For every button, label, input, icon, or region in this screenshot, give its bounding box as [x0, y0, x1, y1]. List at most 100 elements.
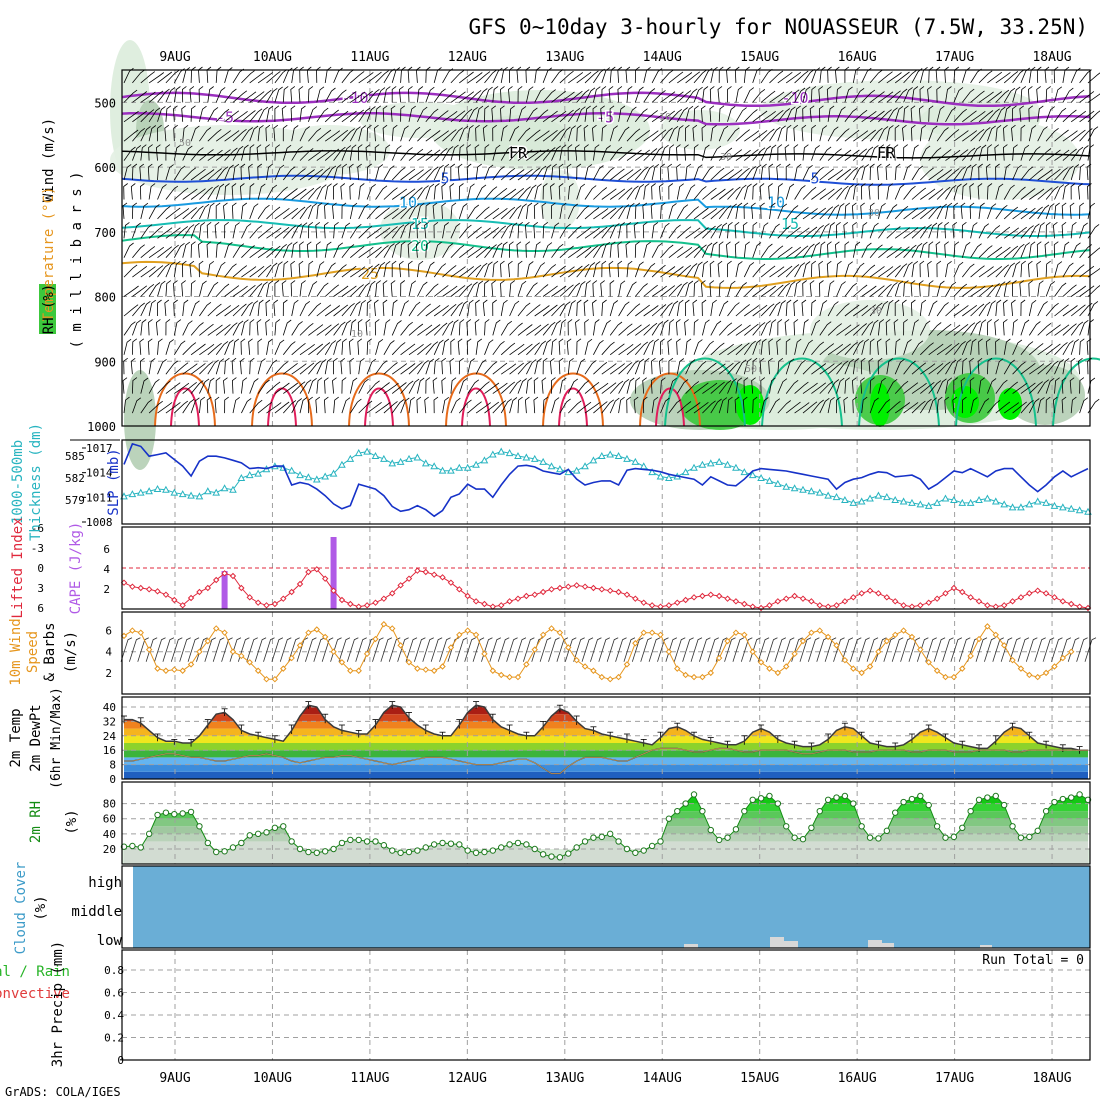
wind-barb: [970, 222, 978, 239]
isotherm-35: [655, 387, 685, 427]
wind-barb: [635, 304, 650, 317]
wind-barb: [224, 241, 233, 258]
x-tick-label-bottom: 13AUG: [545, 1071, 584, 1086]
wind-barb: [165, 164, 174, 181]
lifted-index-marker: [732, 598, 740, 605]
lifted-index-marker: [439, 574, 446, 581]
wind-barb: [1044, 241, 1050, 258]
wind-barb: [182, 188, 198, 200]
wind-barb: [734, 241, 740, 258]
wind-barb: [584, 87, 596, 103]
lifted-index-marker: [355, 603, 362, 610]
lifted-index-marker: [1068, 600, 1075, 608]
thickness-marker: [162, 485, 170, 493]
wind-barb: [962, 322, 976, 336]
wind-barb: [1020, 382, 1036, 394]
x-tick-label-bottom: 16AUG: [838, 1071, 877, 1086]
wind-barb: [811, 382, 827, 394]
wind-barb: [760, 397, 769, 414]
wind-barb: [517, 343, 533, 356]
wind-barb: [450, 338, 456, 355]
wind-barb: [450, 223, 461, 239]
wind-barb: [827, 323, 842, 336]
wind-barb: [718, 169, 734, 181]
wind-barb: [558, 357, 564, 375]
wind-barb: [1062, 109, 1077, 123]
wind-barb: [995, 246, 1011, 259]
wind-barb: [198, 260, 204, 278]
wind-barb: [207, 342, 222, 356]
wind-barb: [274, 261, 283, 278]
wind-barb: [391, 188, 408, 200]
wind-barb: [189, 86, 195, 103]
wind-barb: [785, 106, 796, 122]
wind-barb: [617, 66, 623, 83]
wind-barb: [1054, 167, 1068, 181]
wind-barb: [777, 378, 788, 394]
rh-shading: [360, 102, 480, 138]
wind-barb: [878, 319, 885, 336]
wind-barb: [366, 299, 372, 317]
wind-barb: [785, 281, 796, 297]
wind-barb: [157, 246, 173, 259]
thickness-tick-label: 585: [65, 450, 85, 463]
wind-barb: [291, 223, 303, 239]
wind-barb: [165, 360, 179, 375]
wind10m-barb: [774, 637, 787, 662]
wind-barb: [383, 187, 398, 200]
wind-barb: [157, 263, 170, 278]
wind-barb: [299, 397, 308, 414]
wind-barb: [1054, 107, 1067, 123]
wind-barb: [927, 260, 932, 278]
wind-barb: [819, 168, 835, 181]
wind-barb: [358, 90, 373, 103]
wind-barb: [936, 378, 947, 394]
wind-barb: [650, 377, 656, 394]
wind-barb: [676, 183, 684, 200]
wind-barb: [459, 91, 475, 103]
wind-barb: [601, 299, 607, 317]
wind-barb: [827, 169, 844, 181]
wind-barb: [542, 164, 552, 181]
wind-barb: [777, 108, 791, 123]
wind-barb: [777, 144, 783, 161]
rh2m-marker: [422, 844, 429, 851]
wind-barb: [1012, 401, 1027, 414]
wind-barb: [844, 86, 853, 103]
wind-barb: [266, 206, 281, 220]
wind-barb: [609, 146, 623, 161]
wind-barb: [953, 261, 964, 278]
wind-barb: [634, 341, 649, 356]
wind10m-speed-marker: [347, 667, 354, 674]
wind-barb: [132, 222, 141, 239]
wind-barb: [717, 86, 723, 103]
wind-barb: [190, 66, 196, 83]
wind-barb: [466, 338, 472, 355]
rh2m-marker: [213, 848, 220, 856]
wind-barb: [625, 66, 631, 83]
wind-barb: [811, 299, 817, 317]
cape-bar: [330, 537, 337, 609]
low-cloud-bar: [770, 937, 784, 948]
lifted-index-marker: [690, 594, 698, 601]
wind-barb: [197, 241, 203, 258]
wind10m-barb: [288, 637, 300, 662]
wind-barb: [878, 246, 893, 259]
wind-barb: [626, 260, 633, 278]
wind-barb: [953, 377, 959, 394]
thickness-marker: [497, 447, 506, 455]
wind-barb: [190, 168, 206, 181]
wind-barb: [744, 130, 760, 142]
wind-barb: [282, 319, 292, 336]
wind10m-barb: [1059, 637, 1072, 662]
wind-barb: [341, 244, 355, 258]
wind-barb: [911, 362, 927, 375]
wind-barb: [299, 222, 308, 239]
wind-barb: [769, 284, 784, 297]
wind-barb: [241, 70, 255, 84]
wind-barb: [1070, 129, 1086, 142]
wind-barb: [643, 339, 654, 355]
wind-barb: [467, 124, 474, 142]
wind-barb: [148, 183, 156, 200]
wind-barb: [449, 357, 455, 375]
